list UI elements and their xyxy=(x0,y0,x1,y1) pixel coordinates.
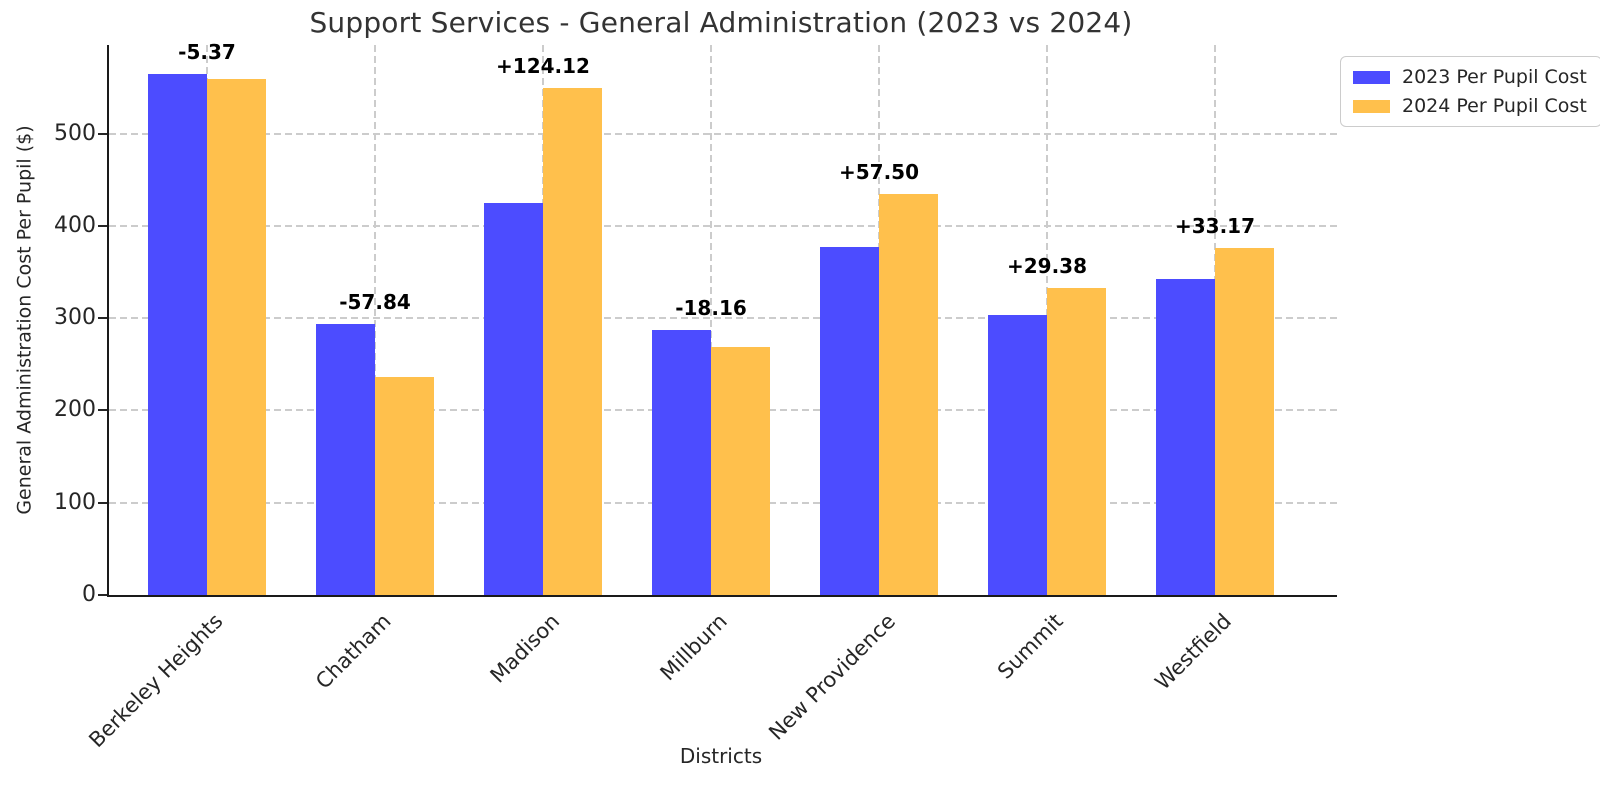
legend-swatch-2024 xyxy=(1353,99,1390,113)
bar-2024-new-providence xyxy=(879,194,938,595)
y-tick-label-0: 0 xyxy=(82,582,96,607)
y-tick-mark-100 xyxy=(98,501,107,504)
diff-annotation-millburn: -18.16 xyxy=(675,296,747,321)
y-tick-label-500: 500 xyxy=(54,120,96,146)
gridline-y-300 xyxy=(109,317,1337,320)
legend-item-2024: 2024 Per Pupil Cost xyxy=(1353,95,1587,117)
x-tick-label-text-millburn: Millburn xyxy=(655,609,732,686)
gridline-y-500 xyxy=(109,132,1337,135)
y-tick-mark-200 xyxy=(98,409,107,412)
chart-title: Support Services - General Administratio… xyxy=(309,6,1133,39)
x-tick-label-text-westfield: Westfield xyxy=(1150,609,1236,695)
bar-2023-madison xyxy=(484,202,543,595)
gridline-x-millburn xyxy=(710,45,712,595)
x-tick-label-text-berkeley-heights: Berkeley Heights xyxy=(84,609,228,753)
bar-2024-millburn xyxy=(711,346,770,595)
y-tick-mark-400 xyxy=(98,224,107,227)
bar-2023-chatham xyxy=(316,323,375,595)
bar-2024-summit xyxy=(1047,288,1106,595)
diff-annotation-madison: +124.12 xyxy=(496,54,590,79)
bar-2024-westfield xyxy=(1215,247,1274,595)
x-tick-label-text-chatham: Chatham xyxy=(311,609,396,694)
diff-annotation-westfield: +33.17 xyxy=(1174,213,1256,238)
legend-label-2024: 2024 Per Pupil Cost xyxy=(1402,95,1587,117)
x-axis-label: Districts xyxy=(679,744,763,768)
diff-annotation-chatham: -57.84 xyxy=(339,289,411,314)
legend: 2023 Per Pupil Cost 2024 Per Pupil Cost xyxy=(1340,56,1600,127)
legend-label-2023: 2023 Per Pupil Cost xyxy=(1402,66,1587,88)
bar-2023-millburn xyxy=(652,330,711,595)
bar-2023-westfield xyxy=(1156,278,1215,595)
y-tick-label-400: 400 xyxy=(54,212,96,238)
bar-2024-madison xyxy=(543,88,602,595)
gridline-x-chatham xyxy=(374,45,376,595)
diff-annotation-new-providence: +57.50 xyxy=(838,160,920,184)
y-tick-label-100: 100 xyxy=(54,489,96,515)
diff-annotation-berkeley-heights: -5.37 xyxy=(178,39,236,64)
bar-2023-berkeley-heights xyxy=(148,73,207,595)
gridline-y-400 xyxy=(109,224,1337,227)
y-tick-label-200: 200 xyxy=(54,397,96,423)
y-tick-mark-500 xyxy=(98,132,107,135)
x-tick-label-text-madison: Madison xyxy=(485,609,564,688)
bar-2024-berkeley-heights xyxy=(207,78,266,595)
bar-2023-new-providence xyxy=(820,247,879,595)
x-tick-label-text-new-providence: New Providence xyxy=(764,609,900,745)
bar-2024-chatham xyxy=(375,377,434,595)
x-tick-label-text-summit: Summit xyxy=(993,609,1068,684)
diff-annotation-summit: +29.38 xyxy=(1006,254,1088,279)
plot-area: -5.37 -57.84 +124.12 -18.16 +57.50 +29.38 +33.… xyxy=(107,40,1337,597)
y-tick-mark-0 xyxy=(98,594,107,596)
y-tick-mark-300 xyxy=(98,317,107,320)
legend-swatch-2023 xyxy=(1353,70,1390,84)
legend-item-2023: 2023 Per Pupil Cost xyxy=(1353,66,1587,88)
bar-2023-summit xyxy=(988,315,1047,595)
y-tick-label-300: 300 xyxy=(54,305,96,331)
